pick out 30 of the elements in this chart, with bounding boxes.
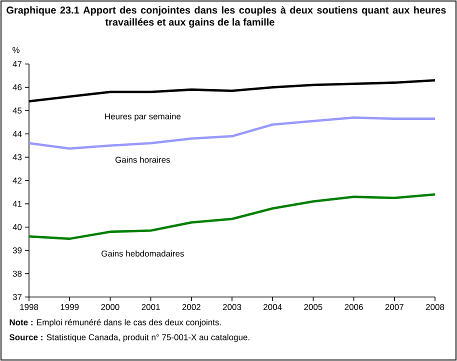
x-tick-label: 1998 — [20, 304, 38, 310]
y-tick-label: 41 — [12, 200, 22, 207]
x-tick-label: 2002 — [182, 304, 200, 310]
x-tick-label: 1999 — [60, 304, 79, 310]
y-tick-label: 45 — [12, 108, 22, 114]
series-label: Gains horaires — [115, 156, 170, 163]
x-tick-label: 2003 — [222, 304, 242, 310]
chart-title: Graphique 23.1 Apport des conjointes dans les couples à deux soutiens quant aux heures travaillées et aux gains de la famille — [6, 6, 446, 28]
x-tick-label: 2006 — [344, 304, 363, 310]
x-tick-label: 2001 — [142, 304, 160, 310]
text: Note : Emploi rémunéré dans le cas des deux conjoints. — [10, 318, 221, 328]
y-tick-label: 39 — [12, 247, 22, 254]
y-tick-label: 43 — [12, 154, 22, 160]
text: Heures par semaine — [105, 113, 181, 122]
y-tick-label: 42 — [12, 178, 22, 184]
y-tick-label: 44 — [12, 130, 22, 137]
line-series — [28, 193, 436, 240]
text: Source : Statistique Canada, produit n° 75-001-X au catalogue. — [9, 334, 250, 342]
x-tick-label: 2000 — [101, 304, 120, 310]
y-tick-label: 40 — [12, 224, 22, 230]
y-tick-label: 37 — [12, 294, 22, 300]
y-tick-label: 38 — [12, 270, 22, 277]
series-label: Gains hebdomadaires — [102, 250, 184, 257]
x-tick-label: 2004 — [264, 304, 282, 310]
y-tick-label: 46 — [12, 84, 22, 90]
y-tick-label: 47 — [12, 61, 22, 67]
y-axis-title: % — [12, 47, 20, 53]
x-tick-label: 2007 — [385, 304, 404, 310]
x-tick-label: 2008 — [426, 304, 444, 310]
x-tick-label: 2005 — [304, 304, 322, 310]
